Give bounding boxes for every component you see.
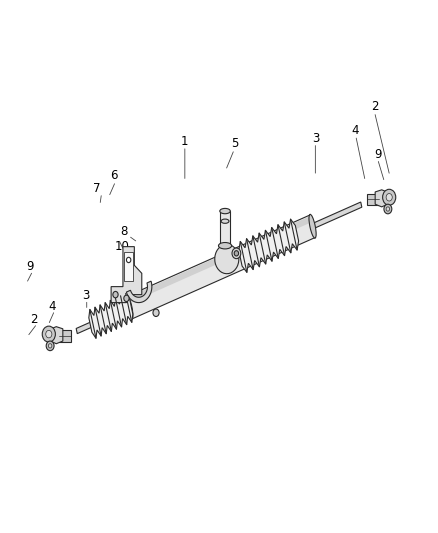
Polygon shape (367, 193, 379, 205)
Circle shape (383, 189, 396, 205)
Text: 7: 7 (93, 182, 101, 195)
Circle shape (42, 326, 55, 342)
Circle shape (386, 207, 390, 211)
Polygon shape (220, 211, 230, 246)
Circle shape (46, 341, 54, 351)
Polygon shape (127, 215, 315, 319)
Ellipse shape (220, 208, 230, 214)
Circle shape (386, 193, 392, 201)
Ellipse shape (215, 245, 239, 273)
Text: 10: 10 (114, 240, 129, 253)
Ellipse shape (221, 219, 229, 223)
Circle shape (127, 257, 131, 263)
Text: 9: 9 (374, 148, 381, 161)
Text: 3: 3 (82, 289, 89, 302)
Text: 5: 5 (231, 138, 238, 150)
Circle shape (48, 344, 52, 348)
Circle shape (113, 292, 118, 298)
Text: 9: 9 (26, 260, 34, 273)
Circle shape (384, 204, 392, 214)
Polygon shape (111, 247, 142, 303)
Text: 4: 4 (48, 300, 56, 313)
Text: 3: 3 (312, 132, 319, 145)
Text: 4: 4 (351, 124, 359, 137)
Circle shape (153, 309, 159, 317)
Text: 1: 1 (181, 135, 189, 148)
Circle shape (124, 295, 129, 302)
Text: 2: 2 (371, 100, 378, 113)
Polygon shape (239, 219, 299, 272)
Text: 8: 8 (120, 225, 127, 238)
Ellipse shape (126, 296, 133, 320)
Polygon shape (127, 216, 312, 304)
Polygon shape (46, 327, 63, 344)
Polygon shape (127, 281, 152, 303)
Ellipse shape (219, 243, 232, 249)
Polygon shape (375, 190, 392, 207)
Ellipse shape (309, 214, 316, 238)
Circle shape (232, 248, 241, 259)
Circle shape (46, 330, 52, 338)
Polygon shape (76, 305, 130, 334)
Polygon shape (312, 202, 362, 229)
Text: 6: 6 (110, 169, 118, 182)
Text: 2: 2 (30, 313, 38, 326)
Polygon shape (59, 330, 71, 342)
Polygon shape (124, 252, 133, 281)
Circle shape (234, 251, 239, 256)
Polygon shape (89, 294, 133, 338)
